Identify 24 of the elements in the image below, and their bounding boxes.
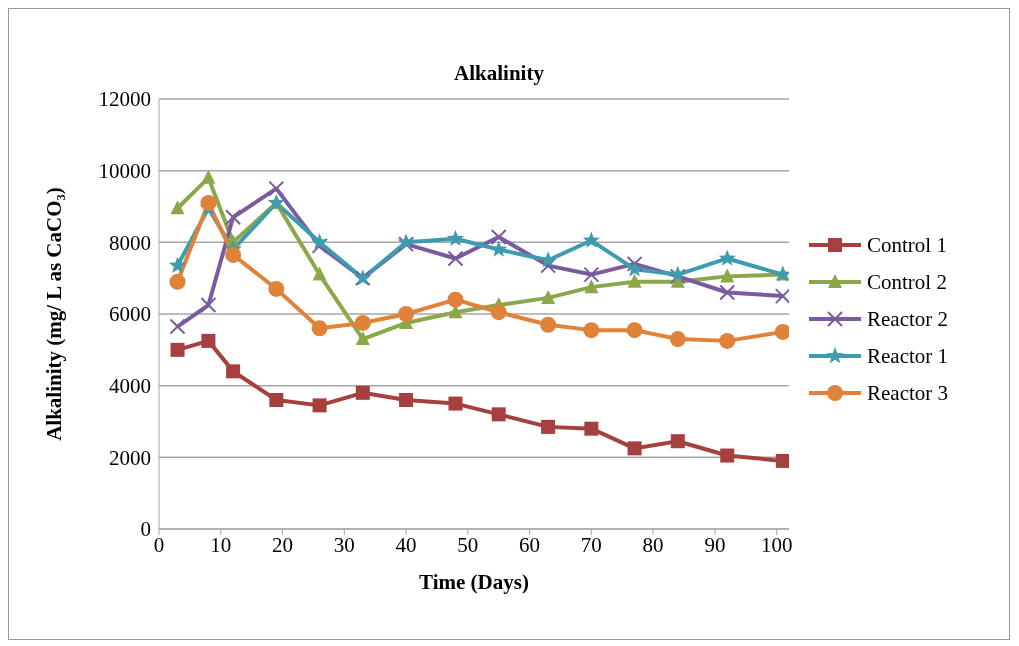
x-tick-label: 70 [580, 532, 602, 557]
x-tick-label: 10 [210, 532, 232, 557]
x-tick-label: 90 [704, 532, 726, 557]
x-tick-label: 30 [333, 532, 355, 557]
y-tick-label: 6000 [109, 302, 151, 327]
x-tick-label: 20 [272, 532, 294, 557]
chart-title: Alkalinity [453, 61, 545, 86]
x-tick-label: 50 [457, 532, 479, 557]
x-tick-label: 100 [760, 532, 793, 557]
legend-label: Reactor 1 [867, 343, 949, 369]
y-tick-label: 12000 [98, 87, 151, 112]
x-axis-title: Time (Days) [419, 570, 529, 594]
legend-label: Control 1 [867, 232, 947, 258]
y-tick-label: 2000 [109, 445, 151, 470]
x-tick-label: 60 [519, 532, 541, 557]
y-tick-label: 8000 [109, 230, 151, 255]
x-tick-label: 80 [642, 532, 664, 557]
x-tick-label: 40 [395, 532, 417, 557]
legend-label: Control 2 [867, 269, 947, 295]
legend-label: Reactor 2 [867, 306, 949, 332]
y-tick-label: 4000 [109, 374, 151, 399]
legend-label: Reactor 3 [867, 380, 949, 406]
y-axis-title: Alkalinity (mg/ L as CaCO₃) [42, 187, 66, 441]
y-tick-label: 10000 [98, 159, 151, 184]
